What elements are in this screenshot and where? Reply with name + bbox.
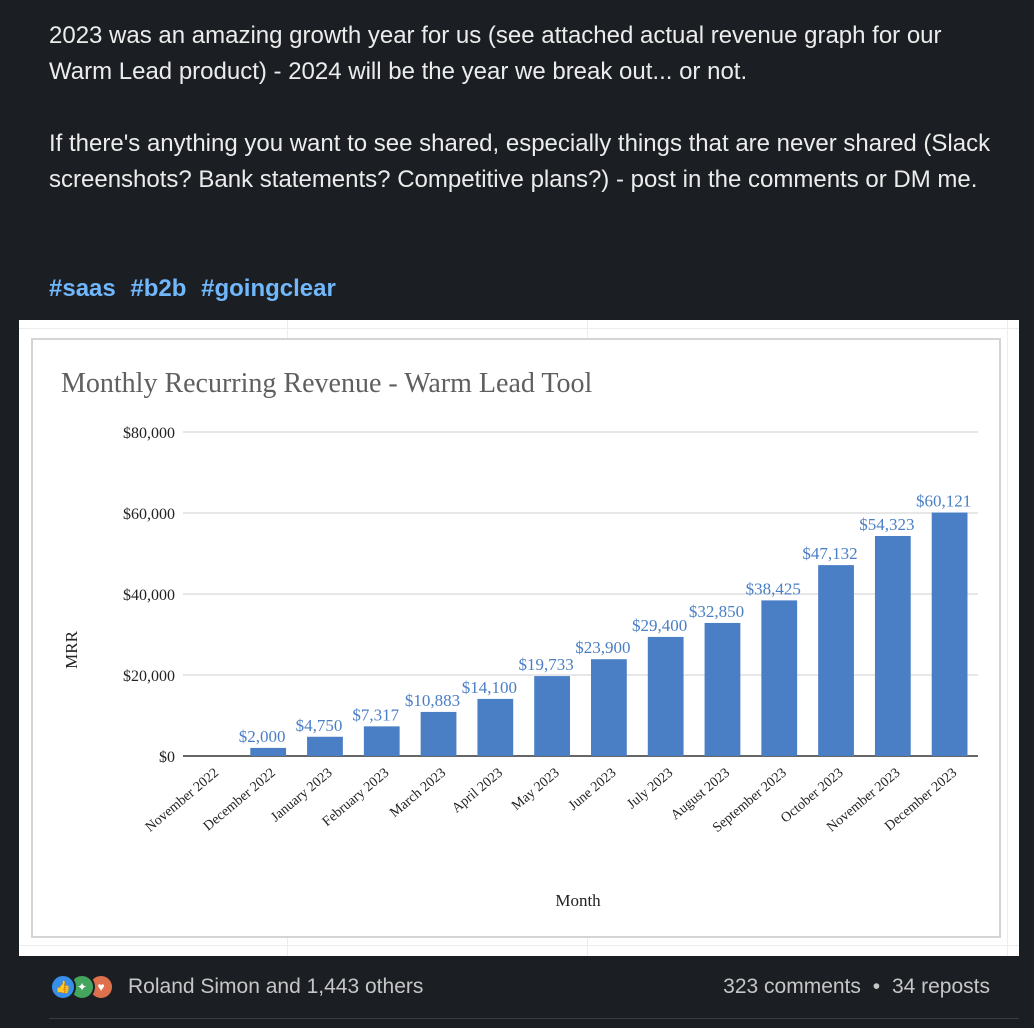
y-tick-label: $0	[159, 749, 175, 766]
data-label: $60,121	[916, 492, 971, 511]
data-label: $23,900	[575, 638, 630, 657]
post-body: 2023 was an amazing growth year for us (…	[49, 18, 1009, 198]
data-label: $47,132	[802, 544, 857, 563]
hashtag-link[interactable]: #saas	[49, 275, 116, 302]
data-label: $32,850	[689, 602, 744, 621]
bar	[534, 676, 570, 756]
bar	[874, 535, 911, 756]
footer-divider	[49, 1018, 1019, 1019]
y-axis-title: MRR	[62, 630, 81, 668]
x-tick-label: June 2023	[566, 766, 619, 814]
bar	[931, 512, 968, 756]
reaction-icons[interactable]: 👍 ✦ ♥	[50, 974, 114, 1000]
engagement-stats: 323 comments • 34 reposts	[723, 975, 990, 999]
x-tick-label: July 2023	[625, 766, 677, 813]
y-tick-label: $40,000	[123, 587, 175, 604]
data-label: $54,323	[859, 515, 914, 534]
bar	[420, 711, 457, 756]
comments-count[interactable]: 323 comments	[723, 975, 861, 998]
like-icon: 👍	[50, 974, 76, 1000]
reactions-count[interactable]: Roland Simon and 1,443 others	[128, 975, 424, 998]
bar	[647, 636, 684, 756]
bar	[818, 565, 854, 756]
bar	[477, 698, 514, 756]
data-label: $14,100	[462, 678, 517, 697]
bar	[250, 747, 287, 756]
data-label: $10,883	[405, 691, 460, 710]
post-footer	[0, 956, 1034, 1028]
bar	[704, 622, 741, 756]
x-tick-label: March 2023	[387, 766, 449, 821]
y-tick-label: $80,000	[123, 425, 175, 442]
y-tick-label: $60,000	[123, 506, 175, 523]
x-tick-label: May 2023	[509, 766, 562, 814]
post-paragraph: 2023 was an amazing growth year for us (…	[49, 22, 942, 85]
hashtag-link[interactable]: #b2b	[130, 275, 187, 302]
hashtag-list: #saas #b2b #goingclear	[49, 272, 344, 306]
bar	[761, 600, 798, 756]
post-paragraph: If there's anything you want to see shar…	[49, 130, 991, 193]
bar	[591, 659, 627, 756]
x-tick-label: April 2023	[449, 766, 505, 817]
chart-title: Monthly Recurring Revenue - Warm Lead To…	[61, 368, 593, 399]
revenue-chart: Monthly Recurring Revenue - Warm Lead To…	[61, 368, 978, 910]
stats-separator: •	[872, 975, 881, 998]
data-label: $7,317	[352, 705, 399, 724]
hashtag-link[interactable]: #goingclear	[201, 275, 336, 302]
data-label: $38,425	[746, 579, 801, 598]
y-tick-label: $20,000	[123, 668, 175, 685]
x-axis-title: Month	[555, 891, 601, 910]
post-image[interactable]: Monthly Recurring Revenue - Warm Lead To…	[19, 320, 1019, 956]
data-label: $2,000	[239, 727, 286, 746]
reposts-count[interactable]: 34 reposts	[891, 975, 990, 998]
bar	[363, 726, 400, 756]
data-label: $4,750	[296, 716, 343, 735]
chart-frame: Monthly Recurring Revenue - Warm Lead To…	[31, 338, 1001, 938]
data-label: $19,733	[518, 655, 573, 674]
data-label: $29,400	[632, 616, 687, 635]
bar	[307, 736, 343, 756]
